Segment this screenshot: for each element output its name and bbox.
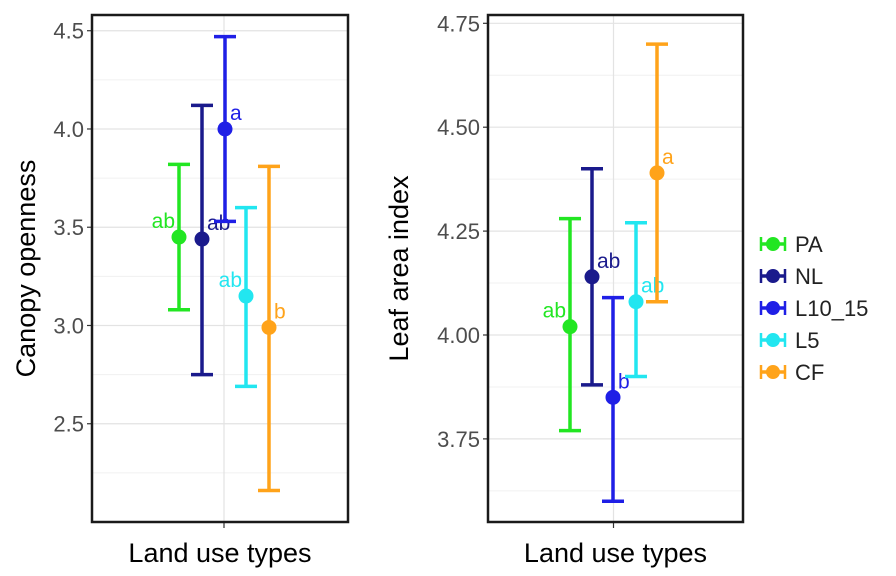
errorbar-PA: ab [152, 162, 190, 312]
legend-label: L5 [795, 328, 819, 353]
legend-label: CF [795, 360, 824, 385]
y-tick-label: 4.75 [437, 11, 480, 36]
significance-label: ab [207, 212, 230, 235]
legend-key-point [766, 365, 780, 379]
legend-item-NL: NL [759, 264, 823, 289]
plot-background [92, 15, 348, 522]
panel-1: 2.5 3.0 3.5 4.0 4.5 ab ab a ab b Land use types Can… [11, 13, 350, 568]
mean-point [238, 288, 254, 304]
legend-item-L10_15: L10_15 [759, 296, 868, 321]
y-tick-label: 2.5 [53, 412, 84, 437]
mean-point [261, 319, 277, 335]
errorbar-CF: a [646, 42, 674, 304]
significance-label: a [662, 146, 674, 169]
legend-label: PA [795, 232, 823, 257]
significance-label: ab [543, 300, 566, 323]
y-tick-label: 3.75 [437, 427, 480, 452]
legend-label: L10_15 [795, 296, 868, 321]
significance-label: ab [641, 275, 664, 298]
y-axis-title: Canopy openness [11, 160, 41, 378]
plot-background [488, 15, 743, 522]
legend-key-point [766, 269, 780, 283]
errorbar-NL: ab [581, 167, 620, 387]
y-tick-label: 4.00 [437, 323, 480, 348]
significance-label: ab [597, 250, 620, 273]
panel-border [486, 13, 745, 524]
mean-point [562, 319, 578, 335]
legend-key-point [766, 333, 780, 347]
significance-label: ab [152, 210, 175, 233]
mean-point [171, 229, 187, 245]
y-tick-label: 3.0 [53, 313, 84, 338]
mean-point [584, 269, 600, 285]
y-axis-title: Leaf area index [384, 175, 414, 362]
y-tick-label: 4.25 [437, 219, 480, 244]
mean-point [649, 165, 665, 181]
mean-point [194, 231, 210, 247]
legend-item-L5: L5 [759, 328, 819, 353]
mean-point [605, 389, 621, 405]
significance-label: b [618, 370, 630, 393]
mean-point [628, 294, 644, 310]
legend-item-PA: PA [759, 232, 823, 257]
errorbar-CF: b [258, 164, 286, 493]
errorbar-PA: ab [543, 216, 581, 433]
significance-label: b [274, 300, 286, 323]
y-tick-label: 3.5 [53, 215, 84, 240]
errorbar-L10_15: a [214, 34, 242, 224]
legend-key-point [766, 237, 780, 251]
legend-item-CF: CF [759, 360, 824, 385]
legend-label: NL [795, 264, 823, 289]
significance-label: a [230, 102, 242, 125]
errorbar-L10_15: b [602, 295, 630, 503]
legend-key-point [766, 301, 780, 315]
y-tick-label: 4.0 [53, 117, 84, 142]
panel-border [90, 13, 350, 524]
mean-point [217, 121, 233, 137]
errorbar-L5: ab [219, 205, 257, 389]
significance-label: ab [219, 269, 242, 292]
y-tick-label: 4.50 [437, 115, 480, 140]
x-axis-title: Land use types [128, 538, 311, 568]
legend: PA NL L10_15 L5 CF [759, 232, 868, 385]
x-axis-title: Land use types [524, 538, 707, 568]
y-tick-label: 4.5 [53, 19, 84, 44]
